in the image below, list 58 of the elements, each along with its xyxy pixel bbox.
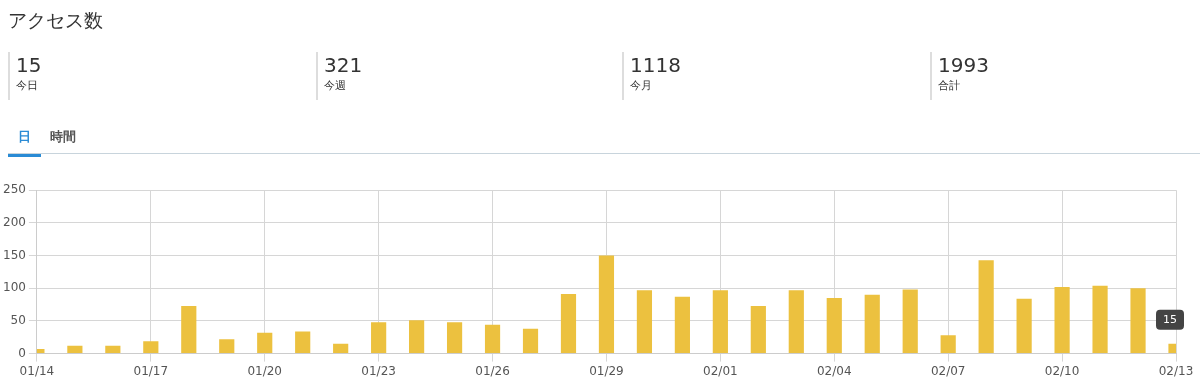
bar [1092, 285, 1108, 354]
y-tick-label: 250 [3, 182, 26, 197]
bar [67, 345, 83, 354]
x-tick-label: 01/23 [361, 363, 396, 378]
bar [1016, 298, 1032, 354]
bar [333, 343, 349, 354]
bar [1054, 286, 1070, 354]
bar [826, 298, 842, 354]
bar [371, 322, 387, 354]
bar [712, 290, 728, 354]
text: 15 [16, 52, 42, 78]
bar [788, 290, 804, 354]
y-tick-label: 100 [3, 280, 26, 295]
bar [181, 305, 197, 354]
text: 時間 [49, 128, 77, 146]
bar [674, 296, 690, 354]
text: 合計 [938, 78, 961, 93]
x-tick-label: 01/20 [247, 363, 283, 378]
text: 今日 [16, 78, 39, 93]
text: 日 [8, 128, 41, 157]
text: 1993 [938, 52, 989, 78]
x-tick-label: 02/10 [1044, 363, 1080, 378]
bar [219, 339, 235, 354]
x-tick-label: 01/17 [133, 363, 169, 378]
bar [978, 260, 994, 354]
x-tick-label: 01/29 [589, 363, 624, 378]
bar [484, 324, 501, 354]
bar [940, 335, 956, 354]
bar [864, 294, 880, 354]
text: 321 [324, 52, 363, 78]
bar [295, 331, 311, 354]
bar [636, 290, 653, 354]
y-tick-label: 200 [3, 215, 26, 230]
y-tick-label: 0 [18, 345, 26, 360]
bar [522, 328, 539, 354]
bar [143, 341, 159, 354]
x-tick-label: 01/26 [475, 363, 510, 378]
bar [257, 332, 273, 354]
text: 1118 [630, 52, 681, 78]
bar [750, 305, 766, 354]
y-tick-label: 50 [10, 313, 26, 328]
text: 今月 [630, 78, 653, 93]
bar [446, 322, 463, 354]
x-tick-label: 02/04 [816, 363, 852, 378]
bar [409, 320, 425, 354]
x-tick-label: 02/01 [703, 363, 738, 378]
y-tick-label: 150 [3, 247, 26, 262]
bar [598, 255, 615, 354]
bar [1130, 288, 1146, 354]
bar [105, 345, 121, 354]
x-tick-label: 01/14 [19, 363, 55, 378]
chart-title: アクセス数 [8, 8, 103, 33]
text: 今週 [324, 78, 347, 93]
bar [902, 289, 918, 354]
x-tick-label: 02/07 [930, 363, 966, 378]
x-tick-label: 02/13 [1158, 363, 1194, 378]
bar [560, 294, 577, 354]
annotation: 15 [1163, 312, 1177, 326]
